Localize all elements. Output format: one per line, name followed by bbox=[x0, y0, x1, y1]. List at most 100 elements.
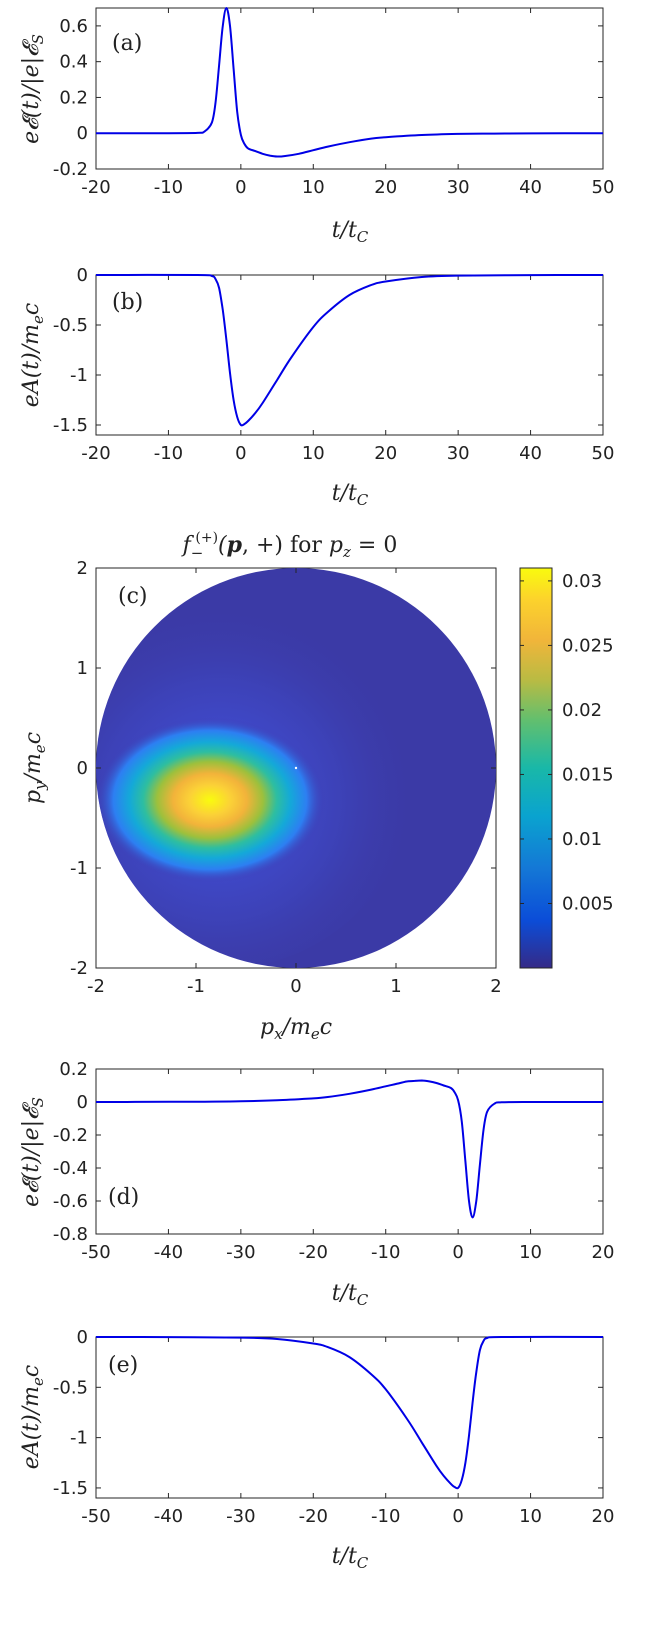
x-tick-label-d: 10 bbox=[519, 1242, 542, 1263]
y-tick-label-c: 1 bbox=[77, 658, 88, 679]
x-tick-label-b: -10 bbox=[154, 443, 183, 464]
y-axis-label-b: eA(t)/mec bbox=[19, 303, 47, 407]
x-tick-label-e: -20 bbox=[299, 1506, 328, 1527]
panel-c: f−(+)(p, +) for pz = 0 -2 -1 0 1 2 -2 -1 0 1 2 (c… bbox=[21, 530, 614, 1043]
plot-frame-a bbox=[95, 7, 604, 170]
x-tick-label-b: 40 bbox=[519, 443, 542, 464]
series-line-a bbox=[95, 6, 604, 158]
y-tick-label-b: -0.5 bbox=[53, 315, 88, 336]
colorbar-tick-label: 0.015 bbox=[562, 764, 614, 785]
x-axis-label-e: t/tC bbox=[332, 1544, 369, 1572]
plot-frame-b bbox=[95, 274, 604, 436]
y-axis-label-e: eA(t)/mec bbox=[19, 1365, 47, 1469]
colorbar-ticks: 0.005 0.01 0.015 0.02 0.025 0.03 bbox=[520, 571, 614, 914]
y-tick-label-d: -0.4 bbox=[53, 1158, 88, 1179]
x-tick-label-a: -10 bbox=[154, 177, 183, 198]
panel-e: -50 -40 -30 -20 -10 0 10 20 -1.5 -1 -0.5 0 (e) t/tC… bbox=[19, 1327, 614, 1572]
x-tick-label-b: 0 bbox=[235, 443, 246, 464]
panel-d: -50 -40 -30 -20 -10 0 10 20 -0.8 -0.6 -0.4 -0.2 0 0.2… bbox=[19, 1059, 614, 1309]
series-line-d bbox=[95, 1079, 604, 1219]
panel-label-a: (a) bbox=[112, 31, 142, 56]
y-tick-label-a: 0.6 bbox=[59, 16, 88, 37]
x-tick-label-e: 10 bbox=[519, 1506, 542, 1527]
heatmap-title: f−(+)(p, +) for pz = 0 bbox=[181, 530, 398, 562]
x-tick-label-d: 20 bbox=[592, 1242, 615, 1263]
colorbar bbox=[519, 567, 553, 969]
x-tick-label-a: 40 bbox=[519, 177, 542, 198]
x-tick-label-c: 0 bbox=[290, 976, 301, 997]
x-tick-label-b: 20 bbox=[374, 443, 397, 464]
y-tick-label-d: -0.2 bbox=[53, 1125, 88, 1146]
y-tick-label-e: -1.5 bbox=[53, 1478, 88, 1499]
x-tick-label-d: -20 bbox=[299, 1242, 328, 1263]
x-tick-label-e: -30 bbox=[226, 1506, 255, 1527]
x-tick-label-e: -50 bbox=[81, 1506, 110, 1527]
panel-b: -20 -10 0 10 20 30 40 50 -1.5 -1 -0.5 0 (b) t/tC eA… bbox=[19, 265, 614, 509]
x-tick-label-c: 1 bbox=[390, 976, 401, 997]
x-tick-label-d: -30 bbox=[226, 1242, 255, 1263]
panel-label-b: (b) bbox=[112, 290, 143, 315]
ticks-e: -50 -40 -30 -20 -10 0 10 20 -1.5 -1 -0.5 0 bbox=[53, 1327, 615, 1527]
x-tick-label-a: 0 bbox=[235, 177, 246, 198]
colorbar-tick-label: 0.02 bbox=[562, 700, 602, 721]
x-axis-label-d: t/tC bbox=[332, 1281, 369, 1309]
y-tick-label-a: 0.2 bbox=[59, 87, 88, 108]
y-tick-label-b: 0 bbox=[77, 265, 88, 286]
y-tick-label-e: -1 bbox=[70, 1428, 88, 1449]
x-axis-label-a: t/tC bbox=[332, 218, 369, 246]
series-line-b bbox=[95, 273, 604, 427]
ticks-c: -2 -1 0 1 2 -2 -1 0 1 2 bbox=[70, 558, 502, 997]
x-tick-label-b: 50 bbox=[592, 443, 615, 464]
x-tick-label-e: 0 bbox=[452, 1506, 463, 1527]
x-tick-label-e: 20 bbox=[592, 1506, 615, 1527]
y-tick-label-d: 0.2 bbox=[59, 1059, 88, 1080]
panel-label-d: (d) bbox=[108, 1185, 139, 1210]
y-tick-label-a: -0.2 bbox=[53, 159, 88, 180]
y-tick-label-b: -1.5 bbox=[53, 415, 88, 436]
x-axis-label-c: px/mec bbox=[260, 1015, 332, 1043]
x-tick-label-b: 10 bbox=[302, 443, 325, 464]
y-tick-label-b: -1 bbox=[70, 365, 88, 386]
x-tick-label-b: 30 bbox=[447, 443, 470, 464]
x-tick-label-a: 10 bbox=[302, 177, 325, 198]
y-tick-label-d: -0.8 bbox=[53, 1224, 88, 1245]
x-tick-label-b: -20 bbox=[81, 443, 110, 464]
series-line-e bbox=[95, 1335, 604, 1490]
y-tick-label-d: -0.6 bbox=[53, 1191, 88, 1212]
x-tick-label-c: -2 bbox=[87, 976, 105, 997]
y-tick-label-a: 0 bbox=[77, 123, 88, 144]
x-tick-label-d: 0 bbox=[452, 1242, 463, 1263]
x-tick-label-a: 30 bbox=[447, 177, 470, 198]
y-tick-label-e: -0.5 bbox=[53, 1377, 88, 1398]
x-tick-label-a: 50 bbox=[592, 177, 615, 198]
plot-frame-d bbox=[95, 1068, 604, 1235]
heatmap-center-dot bbox=[294, 766, 298, 770]
y-tick-label-d: 0 bbox=[77, 1092, 88, 1113]
ticks-d: -50 -40 -30 -20 -10 0 10 20 -0.8 -0.6 -0.4 -0.2 0 0.2 bbox=[53, 1059, 615, 1263]
panel-a: -20 -10 0 10 20 30 40 50 -0.2 0 0.2 0.4 0.6 (a) t/tC… bbox=[19, 6, 615, 246]
plot-frame-e bbox=[95, 1336, 604, 1499]
y-tick-label-c: 0 bbox=[77, 758, 88, 779]
panel-label-c: (c) bbox=[118, 584, 148, 609]
panel-label-e: (e) bbox=[108, 1353, 138, 1378]
x-tick-label-c: 2 bbox=[490, 976, 501, 997]
x-tick-label-d: -50 bbox=[81, 1242, 110, 1263]
y-tick-label-e: 0 bbox=[77, 1327, 88, 1348]
y-tick-label-c: -2 bbox=[70, 958, 88, 979]
y-axis-label-c: py/mec bbox=[21, 732, 49, 804]
y-tick-label-c: -1 bbox=[70, 858, 88, 879]
x-axis-label-b: t/tC bbox=[332, 481, 369, 509]
heatmap-peak bbox=[96, 650, 350, 900]
colorbar-tick-label: 0.01 bbox=[562, 829, 602, 850]
y-tick-label-c: 2 bbox=[77, 558, 88, 579]
x-tick-label-c: -1 bbox=[187, 976, 205, 997]
colorbar-tick-label: 0.005 bbox=[562, 893, 614, 914]
x-tick-label-a: 20 bbox=[374, 177, 397, 198]
colorbar-tick-label: 0.025 bbox=[562, 635, 614, 656]
x-tick-label-d: -10 bbox=[371, 1242, 400, 1263]
ticks-b: -20 -10 0 10 20 30 40 50 -1.5 -1 -0.5 0 bbox=[53, 265, 615, 464]
x-tick-label-e: -40 bbox=[154, 1506, 183, 1527]
y-tick-label-a: 0.4 bbox=[59, 52, 88, 73]
x-tick-label-e: -10 bbox=[371, 1506, 400, 1527]
